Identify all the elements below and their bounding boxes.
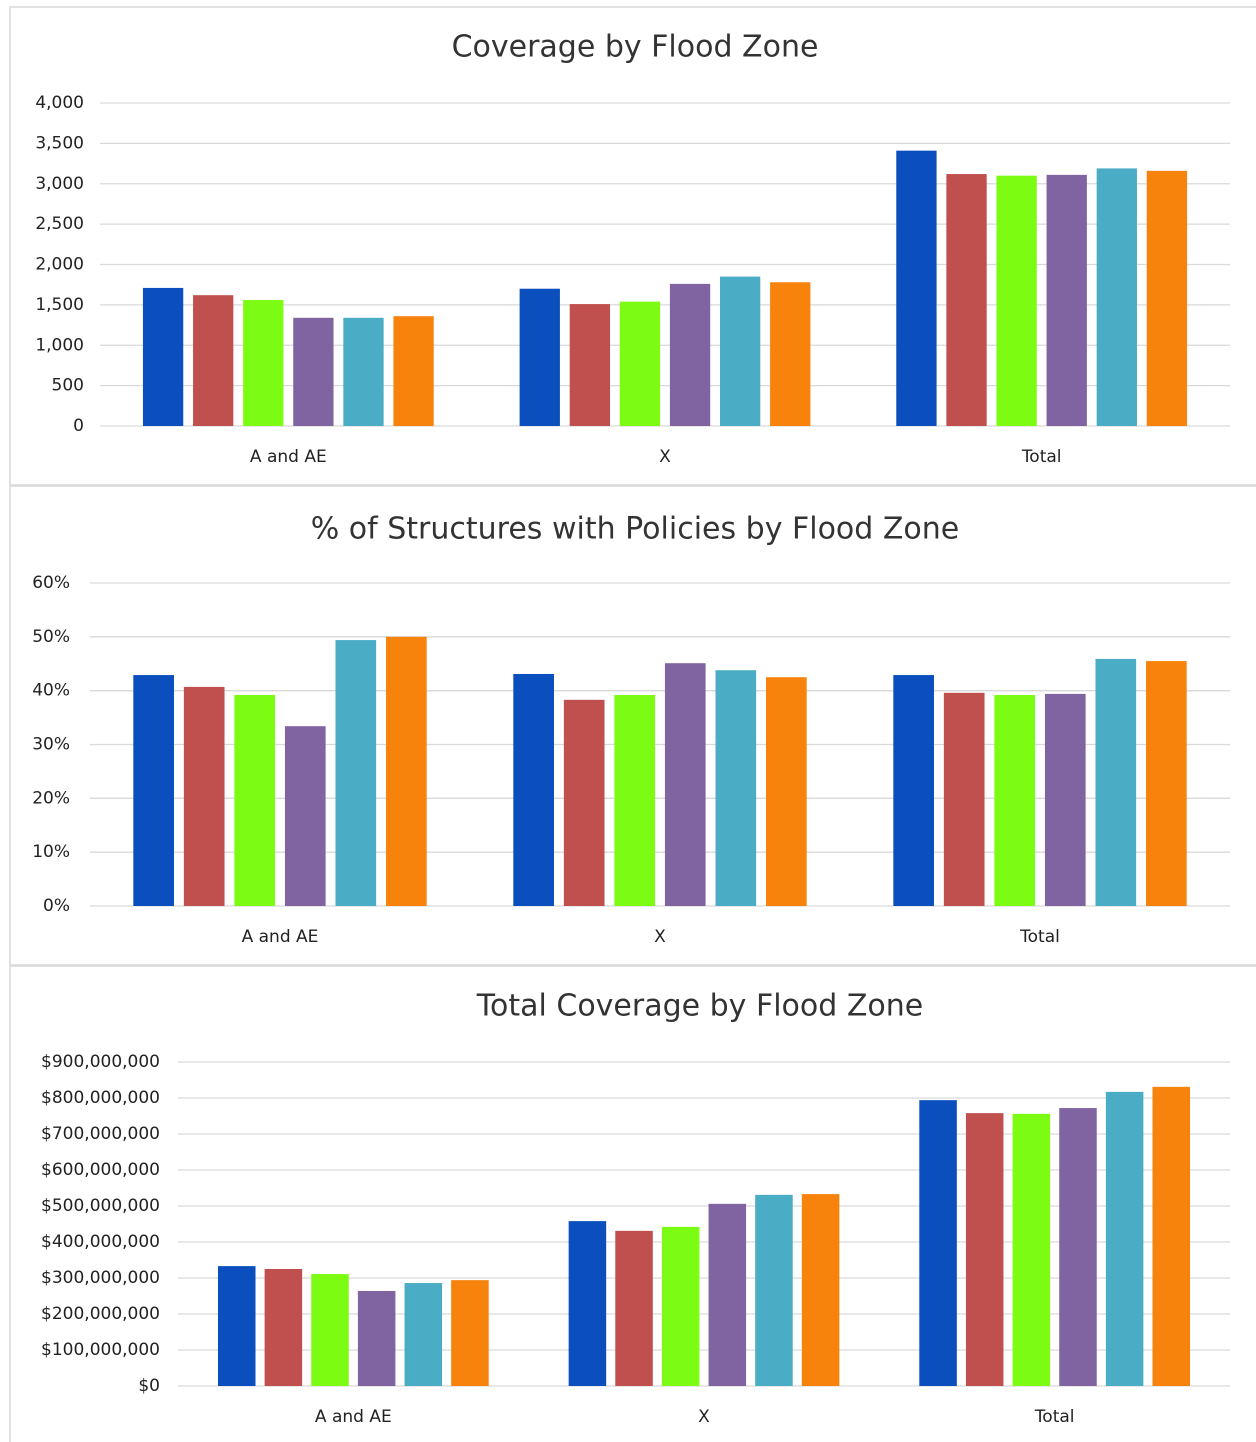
y-tick-label: 1,000 — [35, 335, 84, 355]
bar — [661, 1226, 700, 1386]
bar — [563, 699, 605, 906]
y-tick-label: 0 — [73, 416, 84, 436]
bar — [619, 301, 661, 426]
chart-title: % of Structures with Policies by Flood Z… — [311, 512, 960, 547]
bar — [183, 686, 225, 906]
y-tick-label: $300,000,000 — [41, 1268, 160, 1288]
bar — [615, 1230, 653, 1386]
bar — [293, 317, 334, 426]
x-tick-label: X — [698, 1407, 710, 1427]
bar — [568, 1221, 607, 1386]
x-tick-label: A and AE — [250, 447, 327, 467]
x-tick-label: X — [659, 447, 671, 467]
y-tick-label: 4,000 — [35, 93, 84, 113]
y-tick-label: 1,500 — [35, 295, 84, 315]
bar — [801, 1194, 840, 1386]
bar — [946, 174, 987, 426]
y-tick-label: $500,000,000 — [41, 1196, 160, 1216]
chart-title: Total Coverage by Flood Zone — [476, 989, 923, 1024]
y-tick-label: 30% — [32, 735, 70, 755]
bar — [708, 1203, 747, 1386]
y-tick-label: $700,000,000 — [41, 1124, 160, 1144]
bar — [755, 1194, 793, 1386]
bar — [965, 1113, 1004, 1386]
bar — [1096, 168, 1137, 426]
bar — [996, 175, 1037, 426]
y-tick-label: 50% — [32, 627, 70, 647]
bar — [234, 694, 276, 906]
y-tick-label: 2,500 — [35, 214, 84, 234]
bar — [614, 694, 656, 906]
x-tick-label: X — [654, 927, 666, 947]
bar — [1046, 174, 1087, 426]
y-tick-label: 10% — [32, 842, 70, 862]
bar — [142, 287, 184, 426]
x-tick-label: A and AE — [315, 1407, 392, 1427]
bar — [569, 304, 611, 426]
bar — [1012, 1113, 1051, 1386]
bar — [1044, 693, 1086, 906]
y-tick-label: $800,000,000 — [41, 1088, 160, 1108]
bar — [311, 1274, 349, 1386]
bar — [896, 150, 937, 426]
bar — [893, 675, 934, 906]
bar — [393, 316, 434, 426]
y-tick-label: $400,000,000 — [41, 1232, 160, 1252]
y-tick-label: 3,500 — [35, 133, 84, 153]
y-tick-label: $200,000,000 — [41, 1304, 160, 1324]
x-tick-label: A and AE — [242, 927, 319, 947]
bar — [343, 317, 384, 426]
bar — [1146, 170, 1188, 426]
bar — [519, 288, 560, 426]
y-tick-label: 40% — [32, 681, 70, 701]
bar — [766, 677, 807, 906]
bar — [243, 300, 284, 426]
bar — [513, 673, 554, 906]
bar — [943, 692, 985, 906]
bar — [1059, 1108, 1097, 1386]
y-tick-label: 60% — [32, 573, 70, 593]
bar — [1095, 658, 1137, 906]
bar — [284, 726, 326, 906]
bar — [386, 636, 427, 906]
x-tick-label: Total — [1021, 447, 1062, 467]
bar — [451, 1280, 489, 1386]
x-tick-label: Total — [1019, 927, 1060, 947]
bar — [357, 1290, 396, 1386]
bar — [264, 1269, 303, 1386]
y-tick-label: $600,000,000 — [41, 1160, 160, 1180]
bar — [193, 295, 234, 426]
bar — [719, 276, 761, 426]
bar — [664, 663, 706, 906]
y-tick-label: 0% — [43, 896, 70, 916]
bar — [1105, 1091, 1144, 1386]
chart-title: Coverage by Flood Zone — [452, 30, 819, 65]
bar — [715, 670, 757, 906]
bar — [669, 283, 711, 426]
bar — [335, 640, 377, 906]
bar — [217, 1266, 256, 1386]
bar — [919, 1100, 957, 1386]
y-tick-label: 3,000 — [35, 174, 84, 194]
x-tick-label: Total — [1034, 1407, 1075, 1427]
y-tick-label: 500 — [52, 376, 84, 396]
bar — [133, 675, 174, 906]
bar — [1146, 661, 1187, 906]
y-tick-label: 20% — [32, 788, 70, 808]
bar — [1152, 1086, 1191, 1386]
y-tick-label: $0 — [138, 1376, 160, 1396]
bar — [994, 694, 1036, 906]
bar — [404, 1283, 443, 1386]
y-tick-label: $900,000,000 — [41, 1052, 160, 1072]
y-tick-label: $100,000,000 — [41, 1340, 160, 1360]
y-tick-label: 2,000 — [35, 255, 84, 275]
bar — [770, 282, 811, 426]
